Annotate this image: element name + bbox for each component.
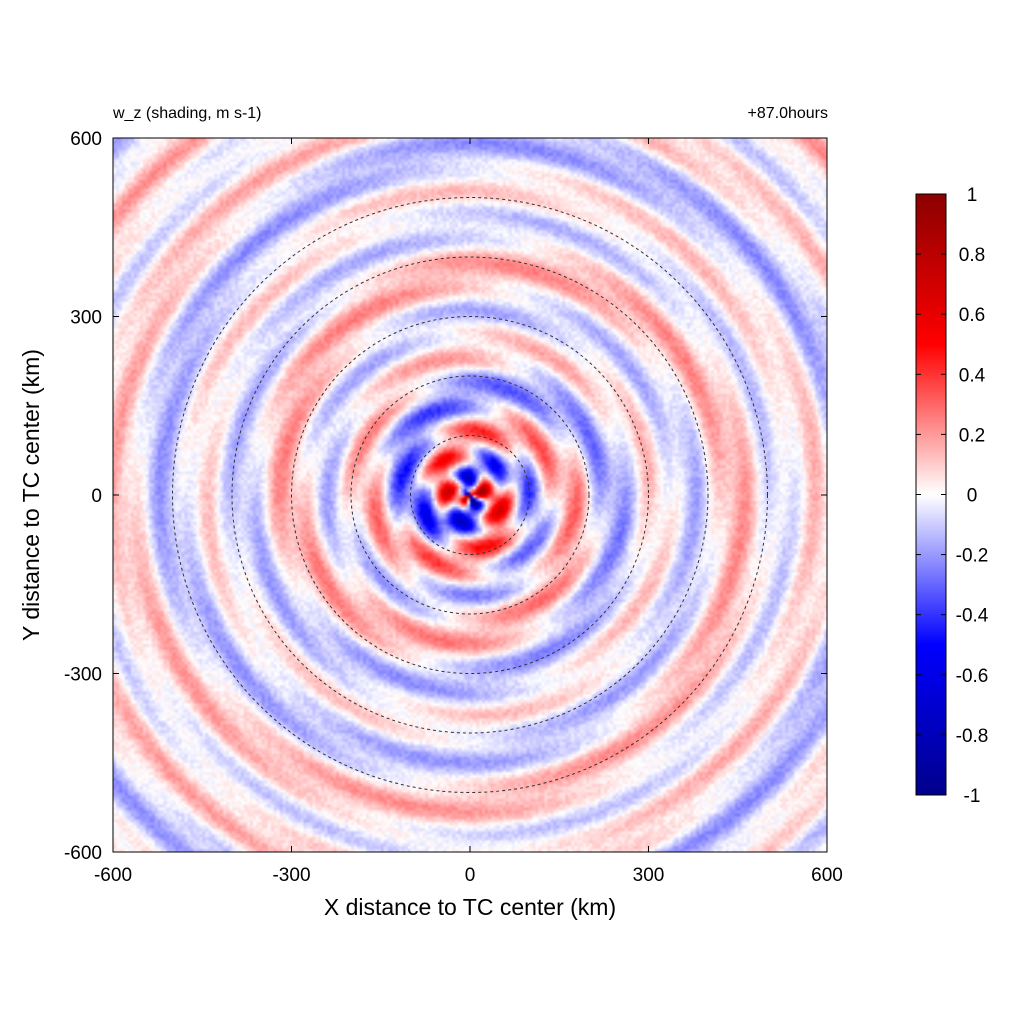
colorbar-tick-label: 0 [967,486,978,507]
colorbar-tick-label: 0.8 [959,245,985,266]
x-axis-label: X distance to TC center (km) [324,894,616,920]
y-tick-label: -300 [64,665,102,686]
y-axis: -600 -300 0 300 600 [64,129,827,864]
radius-contours [172,197,768,793]
colorbar-tick-label: -0.6 [956,666,989,687]
colorbar-tick-label: -0.2 [956,546,989,567]
colorbar-tick-label: 1 [967,185,978,206]
contour-circle [410,435,530,555]
y-tick-label: 600 [70,129,102,150]
y-tick-label: 300 [70,308,102,329]
contour-circle [291,316,649,674]
colorbar-tick-label: 0.6 [959,305,985,326]
colorbar-tick-label: -0.4 [956,606,989,627]
y-axis-label: Y distance to TC center (km) [18,349,44,641]
colorbar-tick-label: -1 [964,786,981,807]
y-tick-label: 0 [91,486,102,507]
colorbar-tick-label: 0.2 [959,425,985,446]
contour-circle [172,197,768,793]
title-left: w_z (shading, m s-1) [112,105,262,122]
x-tick-label: -600 [94,865,132,886]
colorbar-ticks: 1 0.8 0.6 0.4 0.2 0 -0.2 -0.4 -0.6 -0.8 -1 [916,185,989,807]
colorbar-tick-label: 0.4 [959,365,986,386]
contour-circle [350,375,590,615]
heatmap-image [113,138,827,852]
x-tick-label: -300 [272,865,310,886]
x-axis: -600 -300 0 300 600 [94,138,843,886]
x-tick-label: 0 [465,865,476,886]
colorbar: 1 0.8 0.6 0.4 0.2 0 -0.2 -0.4 -0.6 -0.8 -1 [915,185,989,807]
plot-area [112,137,828,853]
y-tick-label: -600 [64,843,102,864]
colorbar-tick-label: -0.8 [956,726,989,747]
x-tick-label: 300 [633,865,665,886]
x-tick-label: 600 [811,865,843,886]
title-right: +87.0hours [747,105,828,122]
contour-circle [231,256,709,734]
